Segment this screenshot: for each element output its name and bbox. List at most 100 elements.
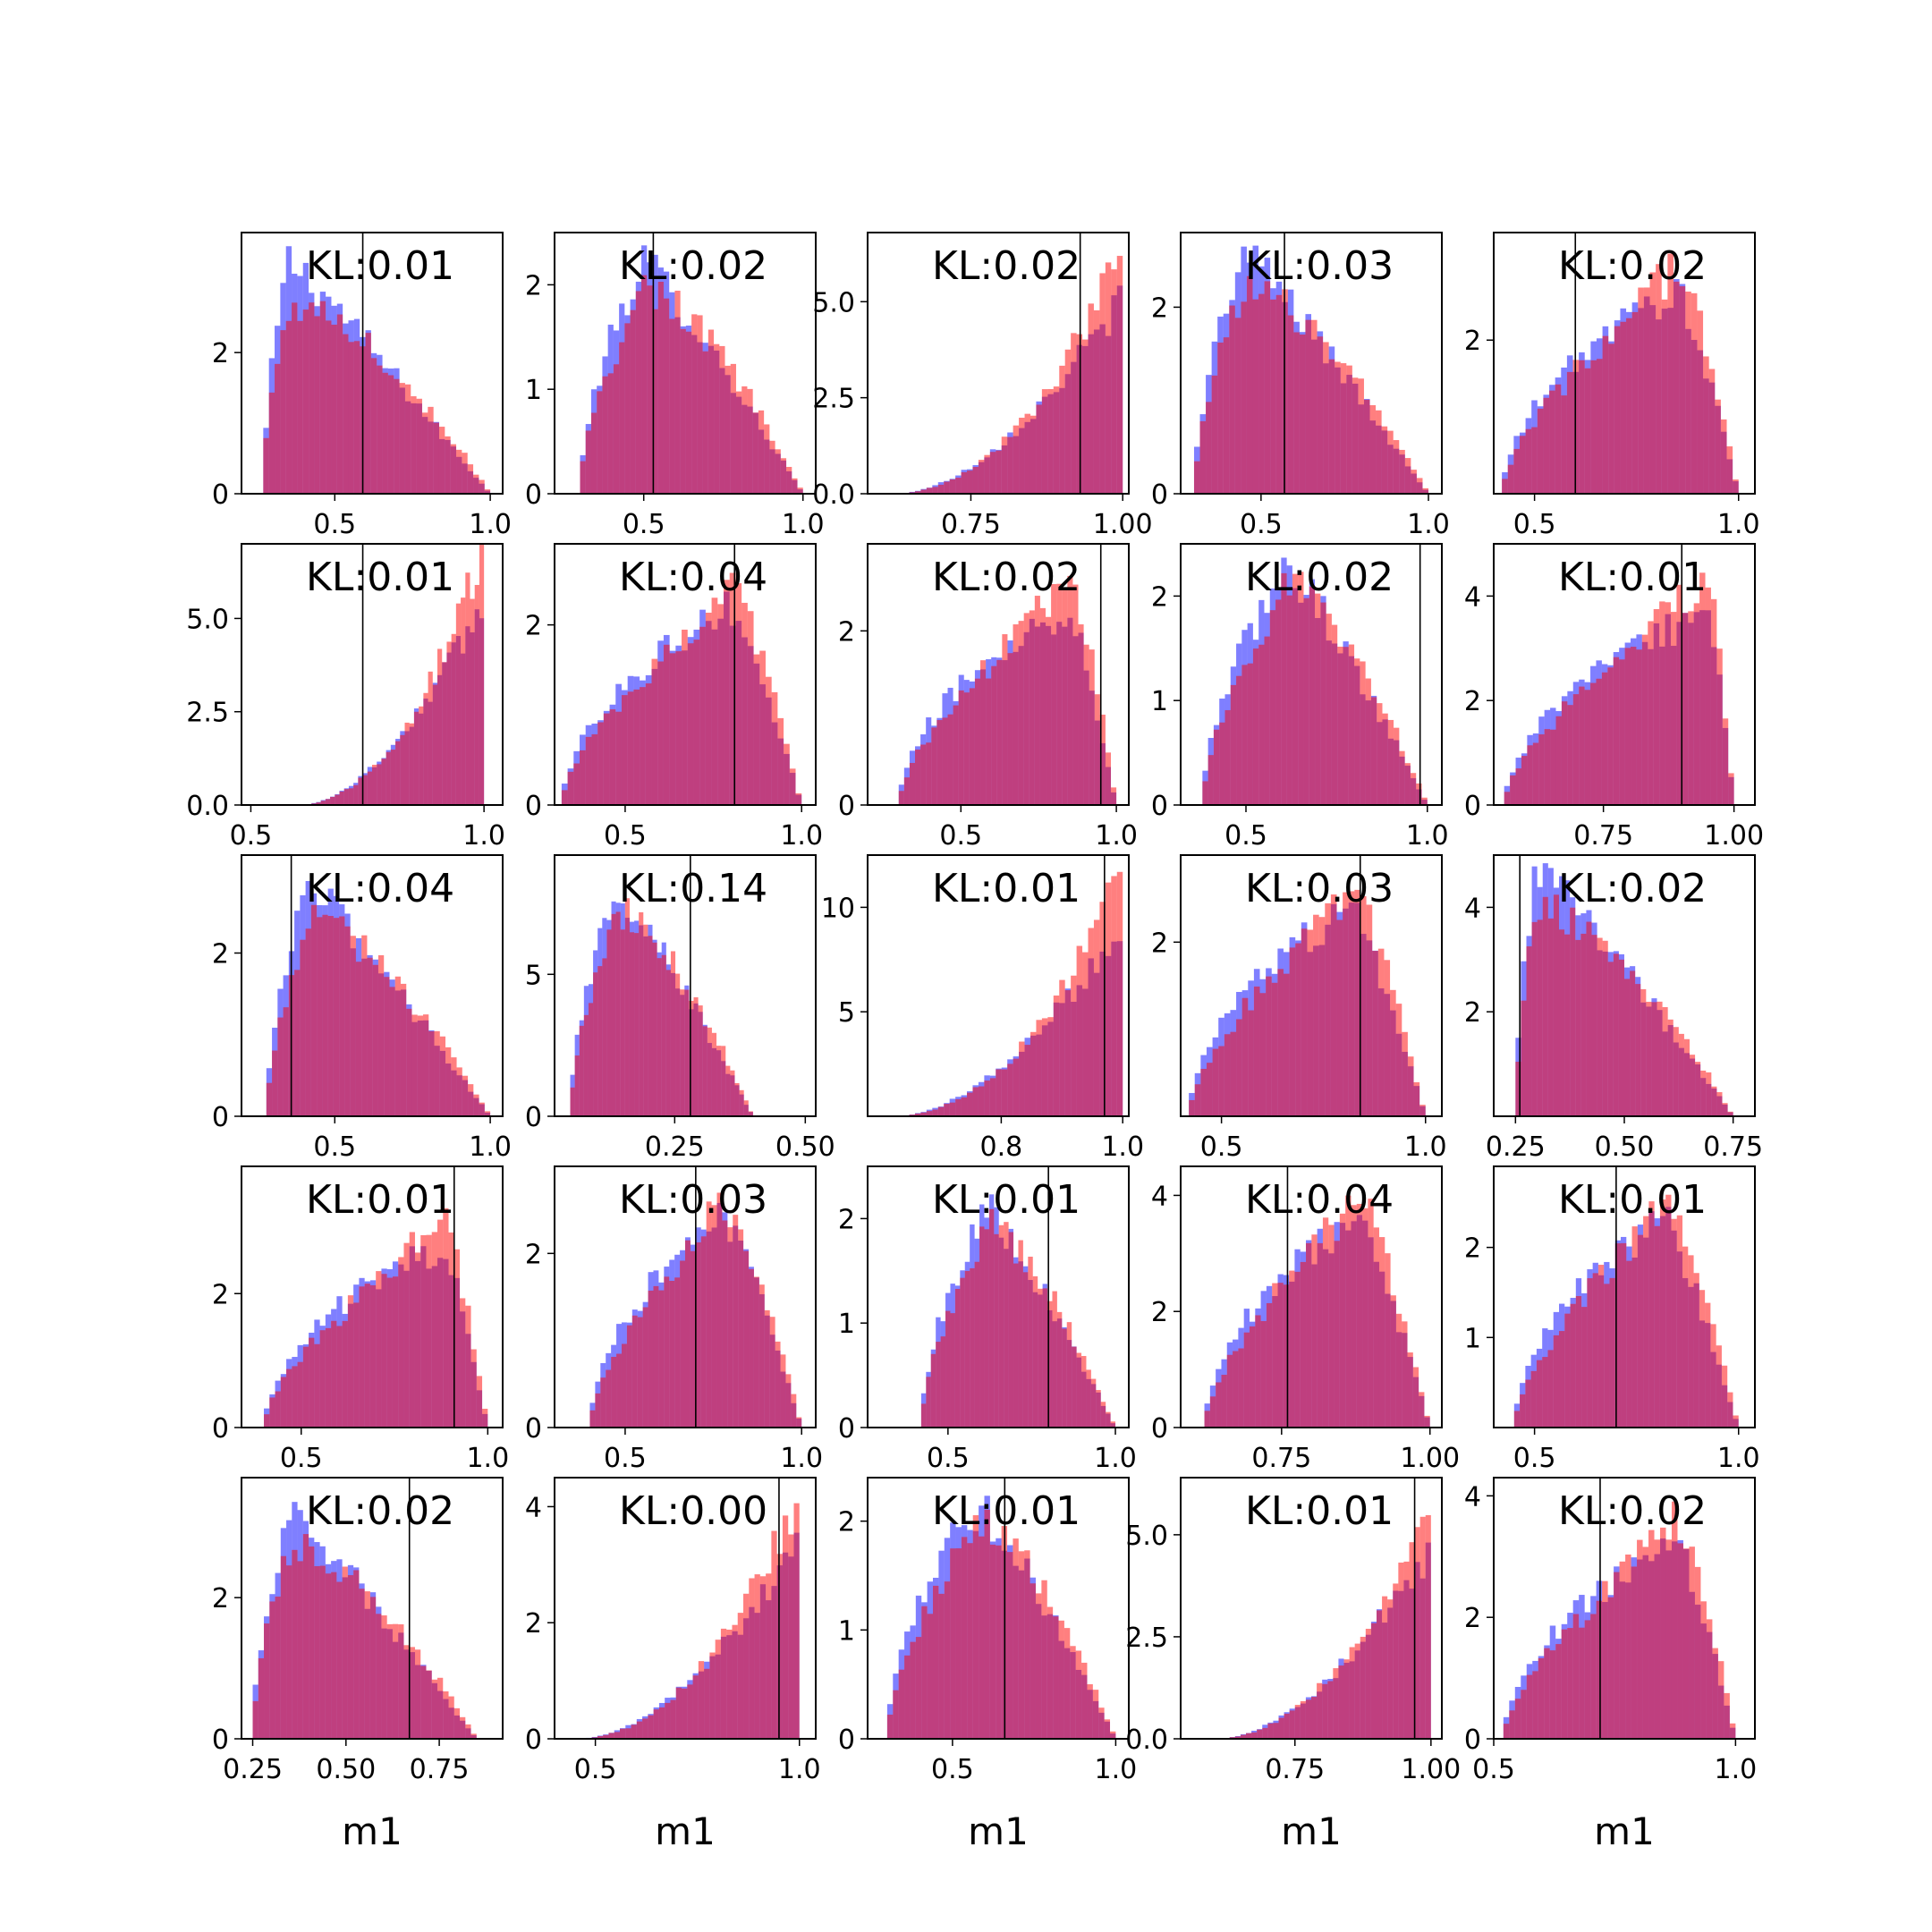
bar-red <box>420 1665 427 1739</box>
bar-red <box>1099 714 1106 805</box>
bar-red <box>359 1589 365 1739</box>
bar-red <box>258 1657 265 1739</box>
bar-red <box>1206 402 1212 494</box>
x-axis-label: m1 <box>342 1809 402 1853</box>
bar-red <box>936 720 943 805</box>
bar-red <box>1093 309 1100 494</box>
bar-red <box>735 391 742 494</box>
bar-red <box>451 633 456 805</box>
bar-red <box>1098 1707 1105 1739</box>
bar-red <box>926 1111 933 1116</box>
y-tick-label: 0 <box>1151 791 1168 822</box>
bar-red <box>1665 1194 1672 1428</box>
bar-red <box>996 1069 1002 1116</box>
bar-red <box>392 1623 399 1739</box>
bar-red <box>342 1566 348 1739</box>
bar-red <box>958 690 964 805</box>
bar-red <box>609 709 616 805</box>
bar-red <box>1543 397 1550 494</box>
bar-red <box>893 1690 899 1739</box>
bar-red <box>1234 1736 1241 1739</box>
bar-red <box>1572 1614 1580 1739</box>
subplot-5-4: 0.75 1.00 0.0 2.5 5.0 KL:0.01 m1 <box>1125 1477 1461 1853</box>
bar-red <box>1373 1227 1379 1428</box>
bar-red <box>297 1561 303 1739</box>
bar-red <box>1510 775 1516 805</box>
bar-red <box>969 688 975 805</box>
bar-red <box>1729 1723 1736 1739</box>
bar-red <box>1343 647 1349 805</box>
bar-red <box>1340 363 1347 494</box>
bar-red <box>691 314 698 494</box>
subplot-2-2: 0.5 1.0 0 2 KL:0.04 <box>525 543 823 852</box>
bar-red <box>580 750 586 805</box>
bar-red <box>423 1014 429 1116</box>
bar-red <box>984 1509 990 1739</box>
y-tick-label: 2 <box>212 939 229 970</box>
bar-red <box>1007 1552 1013 1739</box>
bar-red <box>1019 418 1025 494</box>
y-tick-label: 2 <box>1151 928 1168 959</box>
bar-red <box>764 1309 770 1428</box>
bar-red <box>314 316 320 494</box>
bar-red <box>626 1325 632 1428</box>
bar-red <box>724 580 730 805</box>
bar-red <box>1348 644 1355 805</box>
bar-red <box>782 1515 789 1739</box>
bar-red <box>1087 1684 1093 1739</box>
bar-red <box>370 358 377 494</box>
bar-red <box>797 487 803 494</box>
bar-red <box>309 302 315 494</box>
bar-red <box>1637 1234 1644 1428</box>
bar-red <box>1419 1105 1426 1116</box>
bar-red <box>780 1354 786 1428</box>
bar-red <box>353 1570 360 1739</box>
kl-annotation: KL:0.01 <box>1558 1177 1707 1223</box>
bar-red <box>1007 436 1013 494</box>
bar-red <box>1328 359 1335 494</box>
bar-red <box>1667 1019 1674 1116</box>
bar-red <box>1705 1302 1711 1428</box>
bar-red <box>1259 993 1267 1116</box>
bar-red <box>456 1067 462 1116</box>
bar-red <box>1346 365 1352 494</box>
bar-red <box>1110 1731 1116 1739</box>
bar-red <box>470 1733 477 1739</box>
bar-red <box>448 1696 454 1739</box>
bar-red <box>643 924 648 1116</box>
bar-red <box>1648 1201 1655 1428</box>
subplot-3-4: 0.5 1.0 2 KL:0.03 <box>1151 854 1447 1163</box>
bar-red <box>792 478 798 494</box>
bar-red <box>1030 1583 1036 1739</box>
y-tick-label: 0 <box>1464 791 1481 822</box>
bar-red <box>950 1313 955 1428</box>
bar-red <box>1412 1367 1419 1428</box>
bar-red <box>350 936 356 1116</box>
bar-red <box>1390 1295 1396 1428</box>
y-tick-label: 2 <box>1151 581 1168 613</box>
bar-red <box>1081 1662 1088 1739</box>
bar-red <box>1349 1647 1355 1739</box>
bar-red <box>1537 919 1543 1116</box>
bar-red <box>353 1302 360 1428</box>
bar-red <box>747 611 754 805</box>
bar-red <box>1597 1265 1605 1428</box>
bar-red <box>1059 365 1065 494</box>
bar-red <box>711 1032 717 1116</box>
bar-red <box>1378 1237 1385 1428</box>
bar-red <box>310 904 318 1116</box>
bar-red <box>484 1111 491 1116</box>
bar-red <box>1224 709 1231 805</box>
bar-red <box>335 794 340 805</box>
y-tick-label: 0 <box>1151 479 1168 511</box>
bar-red <box>1051 584 1057 805</box>
bar-red <box>921 1606 928 1739</box>
bar-red <box>567 771 574 805</box>
bar-red <box>1090 1378 1097 1428</box>
bar-red <box>1284 1713 1290 1739</box>
bar-red <box>1236 675 1242 805</box>
y-tick-label: 2 <box>1464 997 1481 1029</box>
bar-red <box>1662 1006 1668 1116</box>
bar-red <box>1542 896 1548 1116</box>
